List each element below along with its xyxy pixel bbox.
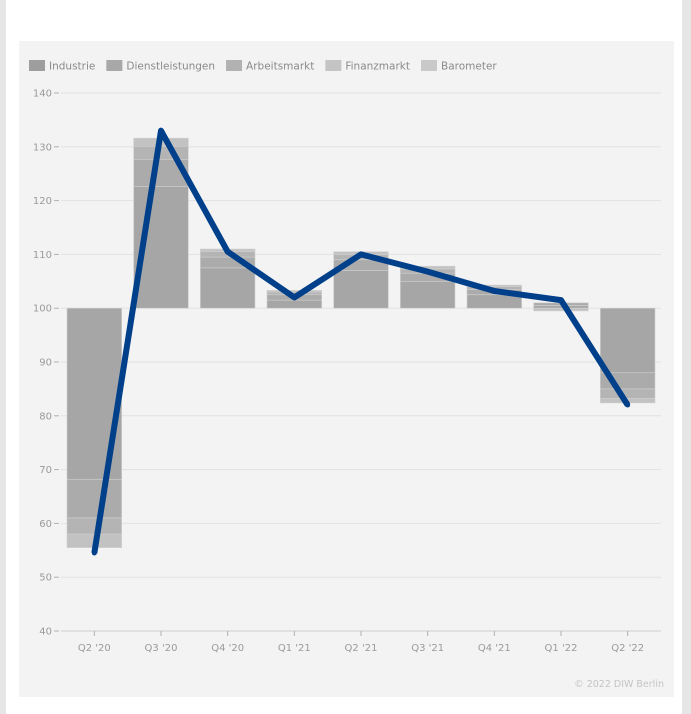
bar-segment-finanzmarkt — [533, 307, 589, 312]
x-tick-label: Q2 '22 — [611, 643, 644, 654]
y-tick-label: 90 — [39, 358, 52, 369]
x-tick-label: Q1 '21 — [278, 643, 311, 654]
y-tick-label: 100 — [33, 304, 52, 315]
bar-segment-industrie — [466, 294, 522, 309]
page-frame: 40 50 60 70 80 90 100 110 120 130 140 Q2 '20 Q3 '20… — [6, 0, 682, 714]
bar-segment-industrie — [600, 307, 656, 374]
bar-segment-industrie — [400, 281, 456, 309]
x-axis: Q2 '20 Q3 '20 Q4 '20 Q1 '21 Q2 '21 Q3 '21 Q4 '… — [61, 630, 661, 654]
barometer-point — [91, 550, 97, 556]
barometer-line-group — [91, 127, 631, 556]
barometer-point — [358, 251, 364, 257]
y-tick-label: 60 — [39, 519, 52, 530]
barometer-point — [225, 249, 231, 255]
legend-swatch-dienstleistungen — [106, 60, 123, 71]
legend-swatch-finanzmarkt — [325, 60, 342, 71]
bar-segment-finanzmarkt — [266, 290, 322, 293]
legend-label-industrie: Industrie — [49, 61, 95, 73]
bar-segment-industrie — [266, 299, 322, 309]
y-axis: 40 50 60 70 80 90 100 110 120 130 140 — [33, 89, 59, 638]
x-tick-label: Q3 '21 — [411, 643, 444, 654]
bar-segment-arbeitsmarkt — [600, 388, 656, 399]
x-tick-label: Q2 '21 — [345, 643, 378, 654]
legend-label-dienstleistungen: Dienstleistungen — [126, 61, 215, 73]
barometer-point — [425, 269, 431, 275]
barometer-point — [491, 288, 497, 294]
x-tick-label: Q3 '20 — [145, 643, 178, 654]
x-tick-label: Q1 '22 — [545, 643, 578, 654]
legend-swatch-barometer — [421, 60, 437, 71]
y-tick-label: 120 — [33, 196, 52, 207]
barometer-point — [558, 297, 564, 303]
barometer-point — [158, 128, 164, 134]
y-tick-label: 80 — [39, 411, 52, 422]
y-tick-label: 130 — [33, 142, 52, 153]
barometer-point — [625, 402, 631, 408]
x-tick-label: Q4 '20 — [211, 643, 244, 654]
y-tick-label: 50 — [39, 573, 52, 584]
x-tick-label: Q4 '21 — [478, 643, 511, 654]
bars-group — [66, 137, 656, 548]
legend: Industrie Dienstleistungen Arbeitsmarkt Fin… — [29, 60, 497, 73]
bar-segment-dienstleistungen — [66, 478, 122, 519]
credit-text: © 2022 DIW Berlin — [574, 679, 664, 690]
y-tick-label: 70 — [39, 465, 52, 476]
bar-segment-industrie — [200, 267, 256, 309]
bar-segment-industrie — [333, 270, 389, 309]
y-tick-label: 140 — [33, 89, 52, 100]
chart-svg: 40 50 60 70 80 90 100 110 120 130 140 Q2 '20 Q3 '20… — [29, 60, 664, 690]
legend-swatch-industrie — [29, 60, 45, 71]
legend-swatch-arbeitsmarkt — [226, 60, 243, 71]
chart-card: 40 50 60 70 80 90 100 110 120 130 140 Q2 '20 Q3 '20… — [19, 41, 674, 697]
y-tick-label: 40 — [39, 627, 52, 638]
bar-segment-industrie — [66, 307, 122, 480]
x-tick-label: Q2 '20 — [78, 643, 111, 654]
y-tick-label: 110 — [33, 250, 52, 261]
bar-segment-arbeitsmarkt — [66, 517, 122, 535]
legend-label-barometer: Barometer — [441, 61, 497, 73]
legend-label-finanzmarkt: Finanzmarkt — [345, 61, 410, 73]
bar-segment-industrie — [533, 305, 589, 309]
barometer-point — [291, 294, 297, 300]
legend-label-arbeitsmarkt: Arbeitsmarkt — [246, 61, 314, 73]
